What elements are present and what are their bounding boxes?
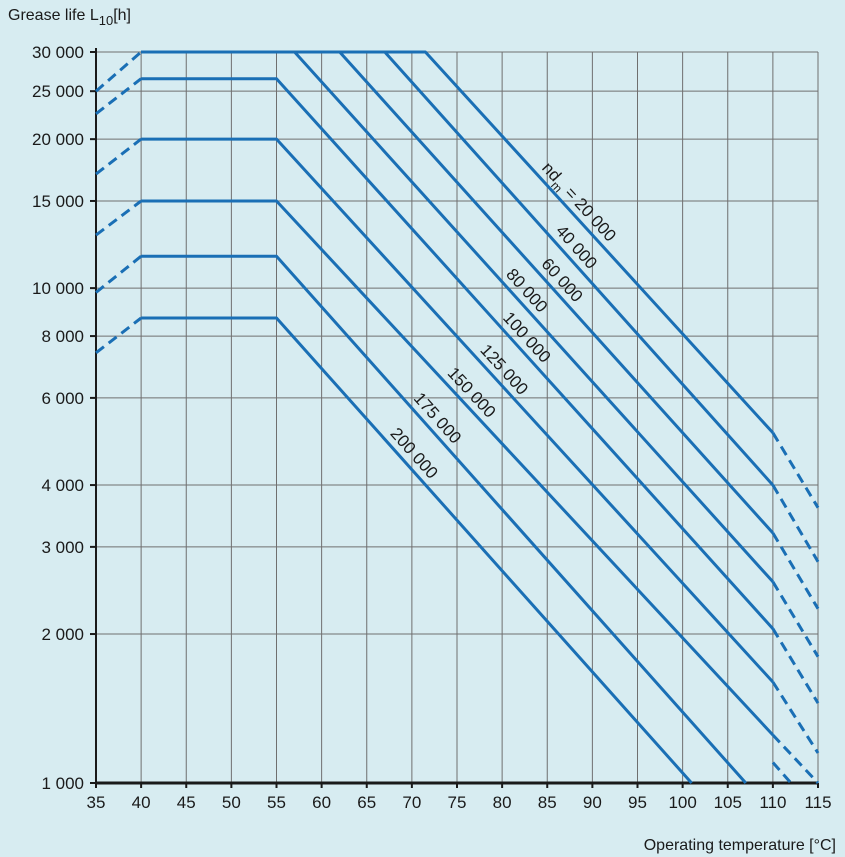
- x-tick-label: 80: [493, 793, 512, 812]
- x-axis-title: Operating temperature [°C]: [644, 837, 836, 854]
- x-tick-label: 85: [538, 793, 557, 812]
- series-lines: [95, 50, 820, 785]
- series-dashed-extension-5: [95, 77, 143, 115]
- series-dashed-extension-5: [771, 627, 820, 704]
- series-dashed-extension-9: [95, 316, 143, 354]
- grid: [96, 51, 819, 783]
- x-tick-label: 40: [132, 793, 151, 812]
- y-tick-label: 3 000: [41, 538, 84, 557]
- series-line-4: [141, 50, 775, 583]
- series-line-9: [141, 316, 693, 784]
- x-tick-label: 55: [267, 793, 286, 812]
- series-dashed-extension-6: [95, 137, 143, 176]
- x-tick-label: 100: [668, 793, 696, 812]
- x-tick-label: 90: [583, 793, 602, 812]
- axes: 35 40 45 50 55 60 65 70 75 80 85 90 95 100 105 110 115 1 …: [32, 43, 832, 812]
- y-tick-label: 8 000: [41, 327, 84, 346]
- x-tick-label: 50: [222, 793, 241, 812]
- x-tick-label: 65: [357, 793, 376, 812]
- series-line-5: [141, 77, 775, 630]
- series-dashed-extension-4: [771, 581, 820, 658]
- series-dashed-extension-6: [771, 681, 820, 754]
- series-dashed-extension-3: [771, 532, 820, 610]
- series-dashed-extension-8: [95, 255, 143, 294]
- series-line-6: [141, 137, 775, 684]
- series-line-8: [141, 254, 747, 784]
- y-tick-label: 10 000: [32, 279, 84, 298]
- y-axis-title: Grease life L10[h]: [8, 7, 131, 28]
- x-tick-label: 115: [804, 793, 831, 812]
- x-tick-label: 35: [87, 793, 106, 812]
- series-dashed-extension-8: [771, 761, 793, 784]
- y-tick-label: 30 000: [32, 43, 84, 62]
- series-dashed-extension-7: [771, 733, 820, 785]
- y-tick-label: 6 000: [41, 389, 84, 408]
- y-tick-label: 15 000: [32, 192, 84, 211]
- x-tick-label: 75: [448, 793, 467, 812]
- x-tick-label: 105: [714, 793, 742, 812]
- series-dashed-extension-2: [771, 484, 820, 563]
- series-line-7: [141, 199, 774, 737]
- y-tick-label: 2 000: [41, 625, 84, 644]
- series-dashed-extension-1: [771, 432, 820, 509]
- series-dashed-extension-7: [95, 199, 143, 237]
- x-tick-label: 95: [628, 793, 647, 812]
- x-tick-label: 110: [759, 793, 786, 812]
- y-tick-label: 1 000: [41, 774, 84, 793]
- x-tick-label: 70: [402, 793, 421, 812]
- y-tick-label: 4 000: [41, 476, 84, 495]
- x-tick-label: 45: [177, 793, 196, 812]
- series-dashed-extension-1: [95, 50, 143, 93]
- y-tick-label: 20 000: [32, 130, 84, 149]
- x-tick-label: 60: [312, 793, 331, 812]
- y-tick-label: 25 000: [32, 82, 84, 101]
